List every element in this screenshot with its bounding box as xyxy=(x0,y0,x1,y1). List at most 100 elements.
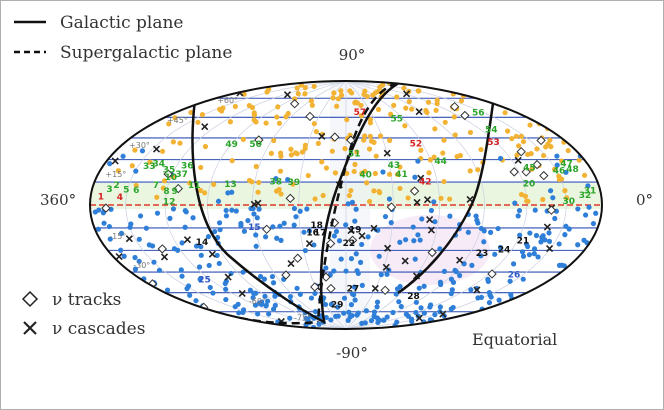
source-dot-south xyxy=(302,247,308,254)
source-dot-south xyxy=(353,206,359,212)
track-marker xyxy=(310,282,320,292)
numbered-source-label: 45 xyxy=(523,163,536,173)
numbered-source-label: 36 xyxy=(181,162,194,172)
ra-meridian xyxy=(125,81,347,329)
source-dot-north xyxy=(232,103,238,110)
cascade-marker xyxy=(401,257,409,265)
track-marker xyxy=(516,146,526,157)
ra-meridian xyxy=(345,81,441,329)
source-dot-south xyxy=(457,272,463,279)
source-dot-south xyxy=(179,240,185,246)
source-dot-north xyxy=(364,180,370,186)
track-marker xyxy=(386,202,397,212)
dec-tick-label: -75° xyxy=(294,314,311,323)
source-dot-south xyxy=(229,207,235,213)
numbered-source-label: 6 xyxy=(133,186,139,196)
source-dot-north xyxy=(170,139,176,145)
track-marker xyxy=(546,205,557,215)
source-dot-south xyxy=(149,243,156,249)
source-dot-north xyxy=(514,152,520,158)
source-dot-south xyxy=(590,220,597,227)
source-dot-south xyxy=(171,246,178,252)
source-dot-south xyxy=(393,291,399,297)
source-dot-north xyxy=(313,128,319,135)
source-dot-south xyxy=(488,229,494,235)
source-dot-south xyxy=(465,229,471,235)
source-dot-north xyxy=(187,180,193,186)
source-dot-north xyxy=(478,146,484,153)
source-dot-south xyxy=(107,161,113,167)
source-dot-south xyxy=(586,204,592,210)
source-dot-south xyxy=(388,219,394,226)
source-dot-north xyxy=(373,153,379,159)
source-dot-south xyxy=(437,304,443,310)
source-dot-south xyxy=(432,312,438,318)
source-dot-south xyxy=(210,290,216,296)
cascade-marker xyxy=(201,123,209,131)
galactic-plane-cap xyxy=(493,92,546,100)
source-dot-north xyxy=(351,168,357,175)
source-dot-north xyxy=(211,181,217,187)
track-marker xyxy=(380,285,390,296)
source-dot-south xyxy=(341,295,348,301)
dec-tick-label: -30° xyxy=(133,261,150,270)
source-dot-south xyxy=(510,261,517,267)
source-dot-north xyxy=(302,91,308,97)
source-dot-north xyxy=(292,96,298,102)
source-dot-south xyxy=(250,295,256,301)
cascade-marker xyxy=(427,226,435,234)
neutrino-markers xyxy=(101,89,557,326)
source-dot-south xyxy=(107,236,113,242)
source-dot-north xyxy=(452,132,458,138)
dec-tick-label: +45° xyxy=(167,116,188,125)
source-dot-south xyxy=(427,304,433,310)
source-dot-south xyxy=(247,287,253,293)
source-dot-north xyxy=(367,116,373,123)
source-dot-north xyxy=(433,107,439,113)
source-dot-north xyxy=(246,177,253,184)
source-dot-south xyxy=(187,292,193,298)
numbered-source-label: 14 xyxy=(196,238,209,248)
source-dot-south xyxy=(354,268,360,274)
source-dot-south xyxy=(346,309,352,315)
source-dot-south xyxy=(257,273,264,280)
source-dot-north xyxy=(277,168,284,174)
source-dot-south xyxy=(349,312,355,319)
ra-meridian xyxy=(345,81,567,329)
source-dot-south xyxy=(496,297,502,303)
source-dot-south xyxy=(585,183,591,189)
source-dot-south xyxy=(281,220,287,226)
source-dot-south xyxy=(274,235,280,241)
source-dot-north xyxy=(295,91,301,97)
source-dot-south xyxy=(523,241,530,247)
source-dot-south xyxy=(474,217,480,223)
numbered-source-label: 35 xyxy=(163,166,176,176)
cascade-marker xyxy=(160,253,169,261)
source-dot-south xyxy=(306,228,313,234)
source-dot-south xyxy=(526,252,532,258)
source-dot-north xyxy=(377,133,384,139)
cascade-marker xyxy=(183,236,191,244)
source-dot-south xyxy=(333,228,340,235)
source-dot-north xyxy=(397,185,403,192)
source-dot-north xyxy=(427,157,433,163)
supergalactic-plane-curve-bottom xyxy=(239,316,319,325)
source-dot-south xyxy=(386,196,393,202)
source-dot-north xyxy=(375,106,382,113)
source-dot-south xyxy=(217,227,223,233)
source-dot-south xyxy=(402,237,409,243)
source-dot-south xyxy=(263,303,269,309)
numbered-source-label: 31 xyxy=(584,186,597,196)
cascade-marker xyxy=(115,253,123,261)
numbered-source-label: 1 xyxy=(98,193,104,203)
numbered-source-label: 22 xyxy=(343,239,356,249)
cascade-marker xyxy=(545,244,554,253)
source-dot-north xyxy=(160,185,166,191)
source-dot-north xyxy=(540,196,546,203)
source-dot-north xyxy=(527,122,533,128)
cascade-marker xyxy=(456,256,464,264)
source-dot-south xyxy=(593,210,599,216)
source-dot-north xyxy=(329,148,335,154)
source-dot-south xyxy=(328,301,335,307)
